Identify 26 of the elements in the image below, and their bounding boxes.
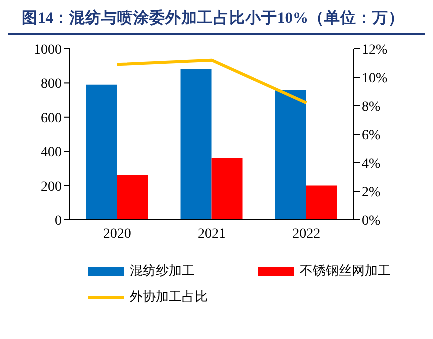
x-tick-label: 2022 xyxy=(292,226,321,242)
y2-tick-label: 6% xyxy=(362,128,381,144)
chart-title: 图14：混纺与喷涂委外加工占比小于10%（单位：万） xyxy=(8,8,425,35)
y2-tick-label: 2% xyxy=(362,185,381,200)
legend-label: 外协加工占比 xyxy=(130,288,208,306)
x-tick-label: 2021 xyxy=(198,226,226,242)
y-tick-label: 0 xyxy=(55,214,62,229)
y-tick-label: 200 xyxy=(41,180,62,195)
y-tick-label: 600 xyxy=(41,111,62,126)
bar xyxy=(306,186,338,220)
bar xyxy=(86,84,118,220)
bar xyxy=(212,158,243,220)
legend-label: 混纺纱加工 xyxy=(130,262,195,280)
y-tick-label: 800 xyxy=(41,77,62,92)
y2-tick-label: 8% xyxy=(362,100,381,115)
y2-tick-label: 10% xyxy=(362,71,388,86)
bar xyxy=(180,70,212,220)
x-tick-label: 2020 xyxy=(103,226,132,242)
y-tick-label: 1000 xyxy=(34,42,62,58)
y2-tick-label: 4% xyxy=(362,156,381,172)
y-tick-label: 400 xyxy=(41,146,62,161)
legend-label: 不锈钢丝网加工 xyxy=(300,262,391,280)
bar xyxy=(275,90,306,220)
bar xyxy=(117,176,148,220)
y2-tick-label: 0% xyxy=(362,214,381,229)
y2-tick-label: 12% xyxy=(362,42,388,58)
